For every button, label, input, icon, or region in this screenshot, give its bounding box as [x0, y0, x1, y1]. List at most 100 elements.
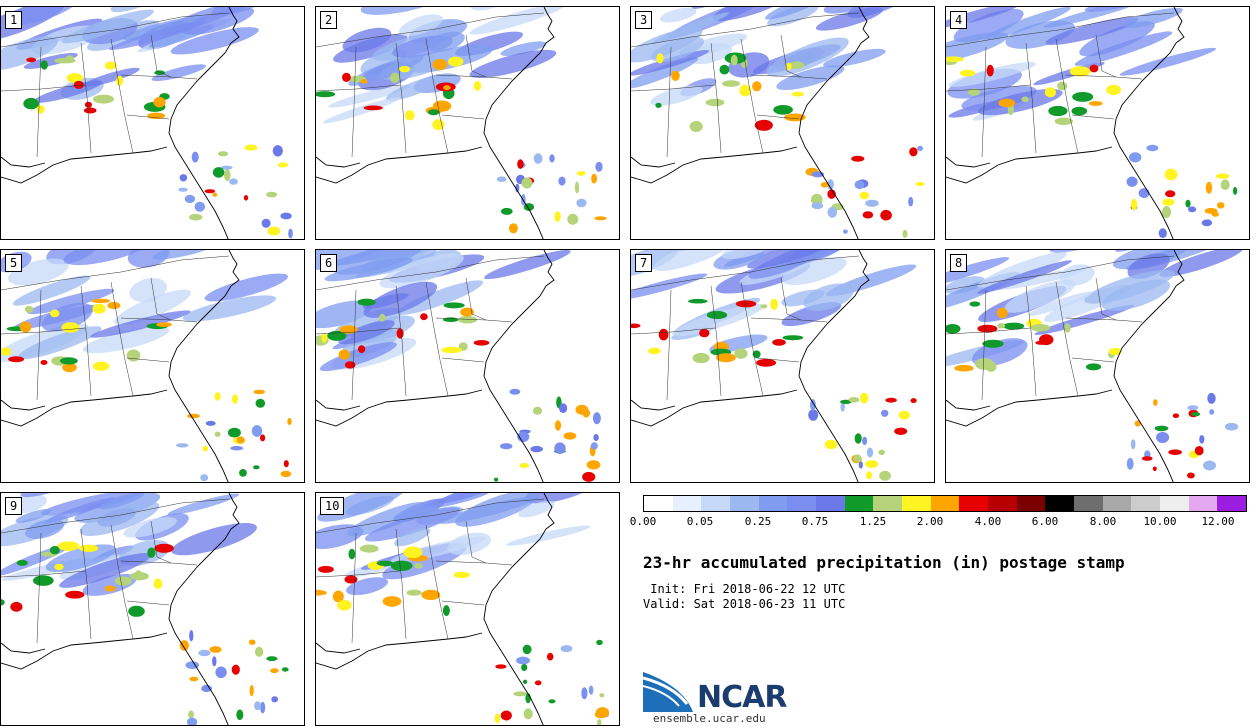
precip-cell — [40, 360, 48, 365]
precip-area — [394, 527, 431, 547]
precip-cell — [280, 212, 292, 220]
precip-area — [7, 7, 81, 25]
coastline — [228, 7, 240, 44]
precip-cell — [40, 60, 48, 70]
precip-cell — [270, 668, 279, 674]
coastline — [543, 7, 555, 44]
state-border — [631, 255, 860, 291]
state-border — [756, 357, 800, 363]
precip-cell — [859, 191, 870, 200]
precip-cell — [406, 589, 422, 596]
coastline — [316, 632, 483, 670]
precip-cell — [997, 323, 1006, 329]
precip-area — [45, 544, 116, 573]
precip-cell — [54, 563, 64, 571]
precip-cell — [1161, 206, 1172, 218]
coastline — [543, 493, 555, 530]
precip-area — [338, 320, 395, 345]
precip-area — [123, 517, 177, 538]
precip-cell — [760, 304, 768, 309]
precip-area — [82, 326, 170, 354]
state-border — [441, 357, 485, 363]
state-border — [110, 524, 134, 640]
precip-cell — [260, 701, 266, 714]
colorbar-swatch — [1045, 496, 1075, 511]
colorbar-swatch — [959, 496, 989, 511]
precip-cell — [1086, 363, 1102, 371]
logo-text: NCAR — [697, 680, 787, 715]
coastline — [1173, 7, 1185, 44]
state-border — [150, 277, 172, 321]
precip-cell — [147, 547, 156, 558]
precip-cell — [473, 81, 482, 91]
precip-area — [98, 493, 145, 510]
precip-cell — [116, 75, 124, 86]
precip-area — [631, 50, 710, 76]
precip-area — [984, 7, 1071, 40]
coastline — [316, 146, 483, 184]
precip-cell — [1129, 152, 1142, 163]
precip-cell — [188, 710, 194, 719]
precip-cell — [342, 72, 351, 82]
precip-cell — [442, 605, 450, 617]
precip-cell — [107, 301, 121, 310]
precip-cell — [879, 470, 891, 481]
precip-cell — [421, 589, 441, 600]
precip-map — [631, 7, 925, 239]
precip-cell — [154, 543, 174, 553]
coastline — [858, 250, 870, 287]
state-border — [1071, 114, 1115, 120]
precip-area — [1084, 269, 1175, 304]
precip-map — [316, 7, 607, 239]
precip-cell — [83, 107, 97, 114]
state-border — [425, 524, 449, 640]
precip-cell — [959, 69, 976, 77]
precip-cell — [756, 358, 777, 367]
precip-cell — [494, 713, 501, 724]
precip-cell — [198, 649, 211, 657]
state-border — [1, 255, 230, 291]
precip-area — [45, 497, 116, 523]
precip-cell — [1021, 96, 1029, 103]
precip-area — [1122, 7, 1183, 28]
precip-area — [23, 53, 78, 69]
precip-area — [33, 80, 103, 103]
precip-cell — [560, 645, 573, 653]
precip-area — [90, 310, 191, 338]
precip-cell — [19, 321, 32, 333]
coastline — [228, 493, 240, 530]
precip-cell — [770, 298, 778, 310]
figure-title: 23-hr accumulated precipitation (in) pos… — [643, 553, 1125, 572]
colorbar-swatch — [644, 496, 673, 511]
precip-cell — [533, 153, 543, 164]
coastline — [946, 156, 991, 168]
precip-cell — [221, 165, 233, 170]
precip-cell — [229, 178, 238, 185]
colorbar-swatch — [730, 496, 759, 511]
precip-cell — [880, 209, 892, 221]
precip-cell — [128, 605, 145, 617]
precip-area — [27, 288, 115, 315]
precip-cell — [1141, 456, 1153, 461]
precip-cell — [1154, 425, 1169, 432]
precip-cell — [689, 121, 703, 132]
precip-area — [781, 257, 847, 286]
precip-map — [316, 493, 610, 725]
precip-area — [823, 48, 886, 68]
precip-cell — [420, 313, 428, 321]
precip-area — [12, 275, 91, 306]
precip-cell — [519, 463, 529, 468]
member-label: 9 — [5, 497, 23, 515]
precip-cell — [784, 113, 806, 122]
precip-cell — [443, 85, 451, 91]
precip-area — [1033, 62, 1105, 86]
precip-cell — [318, 565, 334, 573]
precip-cell — [261, 218, 271, 228]
precip-cell — [92, 361, 110, 371]
precip-area — [1004, 279, 1076, 313]
precip-cell — [858, 461, 863, 469]
precip-cell — [272, 145, 283, 157]
member-label: 8 — [950, 254, 968, 272]
state-border — [631, 12, 860, 48]
precip-area — [631, 57, 699, 89]
